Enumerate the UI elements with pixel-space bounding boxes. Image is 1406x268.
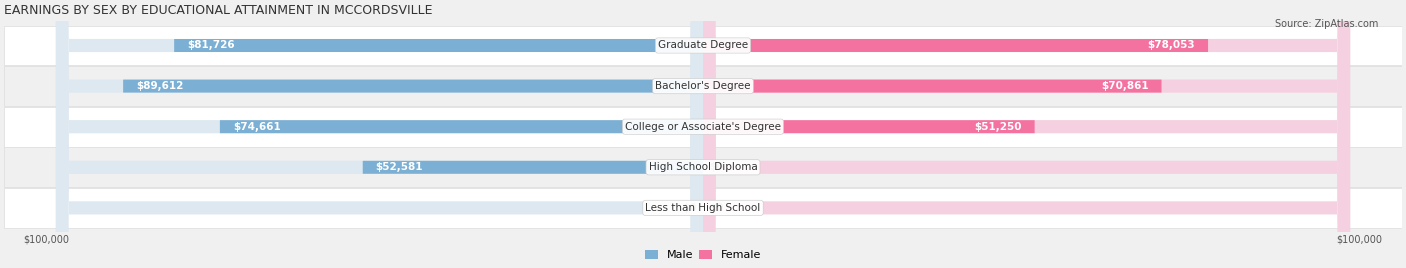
- FancyBboxPatch shape: [219, 120, 703, 133]
- Bar: [4, 26, 1402, 65]
- FancyBboxPatch shape: [174, 39, 703, 52]
- FancyBboxPatch shape: [363, 161, 703, 174]
- Text: $0: $0: [682, 203, 696, 213]
- FancyBboxPatch shape: [703, 39, 1208, 52]
- FancyBboxPatch shape: [703, 0, 1350, 268]
- Text: $70,861: $70,861: [1101, 81, 1149, 91]
- Text: Graduate Degree: Graduate Degree: [658, 40, 748, 50]
- FancyBboxPatch shape: [703, 0, 1350, 268]
- Text: $74,661: $74,661: [233, 122, 281, 132]
- Text: $0: $0: [710, 203, 724, 213]
- Text: $78,053: $78,053: [1147, 40, 1195, 50]
- Bar: [4, 188, 1402, 228]
- FancyBboxPatch shape: [703, 0, 1350, 268]
- FancyBboxPatch shape: [703, 0, 1350, 268]
- FancyBboxPatch shape: [56, 0, 703, 268]
- FancyBboxPatch shape: [703, 120, 1035, 133]
- Text: EARNINGS BY SEX BY EDUCATIONAL ATTAINMENT IN MCCORDSVILLE: EARNINGS BY SEX BY EDUCATIONAL ATTAINMEN…: [4, 4, 433, 17]
- Text: $89,612: $89,612: [136, 81, 183, 91]
- Bar: [4, 107, 1402, 147]
- Text: Source: ZipAtlas.com: Source: ZipAtlas.com: [1274, 19, 1378, 29]
- Text: College or Associate's Degree: College or Associate's Degree: [626, 122, 780, 132]
- Text: $81,726: $81,726: [187, 40, 235, 50]
- FancyBboxPatch shape: [56, 0, 703, 268]
- FancyBboxPatch shape: [56, 0, 703, 268]
- FancyBboxPatch shape: [124, 80, 703, 92]
- Text: $100,000: $100,000: [24, 234, 69, 244]
- Bar: [4, 66, 1402, 106]
- Legend: Male, Female: Male, Female: [640, 246, 766, 265]
- Text: Less than High School: Less than High School: [645, 203, 761, 213]
- Text: $0: $0: [710, 162, 724, 172]
- FancyBboxPatch shape: [703, 0, 1350, 268]
- Text: $52,581: $52,581: [375, 162, 423, 172]
- Text: High School Diploma: High School Diploma: [648, 162, 758, 172]
- FancyBboxPatch shape: [703, 80, 1161, 92]
- Text: $51,250: $51,250: [974, 122, 1022, 132]
- FancyBboxPatch shape: [56, 0, 703, 268]
- Text: Bachelor's Degree: Bachelor's Degree: [655, 81, 751, 91]
- FancyBboxPatch shape: [56, 0, 703, 268]
- Text: $100,000: $100,000: [1337, 234, 1382, 244]
- Bar: [4, 147, 1402, 187]
